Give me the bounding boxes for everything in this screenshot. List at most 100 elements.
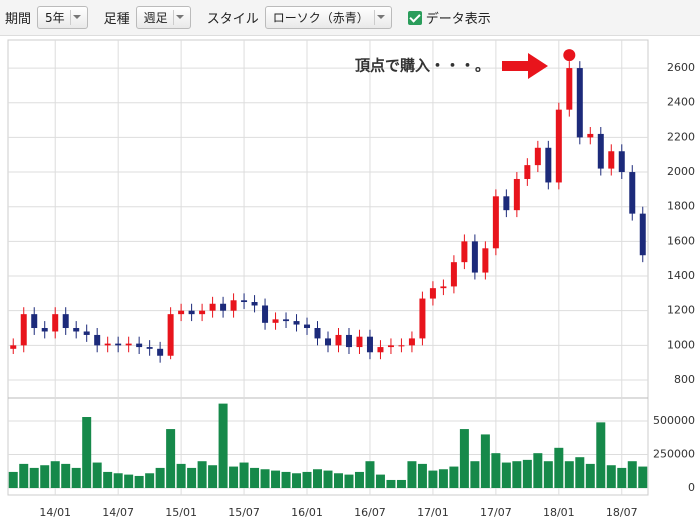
volume-bar xyxy=(627,461,637,488)
candle-body xyxy=(220,303,227,311)
candle-body xyxy=(387,345,394,348)
candle-body xyxy=(419,298,426,339)
candle-body xyxy=(555,109,562,183)
volume-bar xyxy=(155,467,165,488)
y-tick-label: 1600 xyxy=(667,234,695,247)
volume-bar xyxy=(40,465,50,488)
volume-bar xyxy=(82,417,92,488)
y-tick-label: 800 xyxy=(674,373,695,386)
candle-body xyxy=(450,262,457,287)
candle-body xyxy=(188,310,195,315)
y-tick-label: 1400 xyxy=(667,269,695,282)
volume-bar xyxy=(407,461,417,488)
y2-tick-label: 250000 xyxy=(653,448,695,461)
volume-bar xyxy=(417,463,427,488)
volume-bar xyxy=(449,466,459,488)
candle-body xyxy=(52,314,59,332)
volume-bar xyxy=(470,461,480,488)
label: スタイル xyxy=(206,12,259,27)
volume-bar xyxy=(61,463,71,488)
volume-bar xyxy=(606,465,616,488)
volume-bar xyxy=(596,422,606,488)
volume-bar xyxy=(92,462,102,488)
candle-body xyxy=(545,147,552,183)
volume-bar xyxy=(459,429,469,488)
volume-bar xyxy=(333,473,343,488)
candle-body xyxy=(94,334,101,346)
candle-body xyxy=(83,331,90,335)
annotation: 頂点で購入・・・。 xyxy=(355,57,490,75)
period-select[interactable]: 5年 xyxy=(37,6,88,29)
candle-body xyxy=(199,310,206,315)
candle-body xyxy=(524,165,531,179)
candle-body xyxy=(639,213,646,256)
label: 足種 xyxy=(103,12,130,27)
volume-bar xyxy=(365,461,375,488)
volume-bar xyxy=(29,467,39,488)
candle-body xyxy=(408,338,415,346)
y-tick-label: 1000 xyxy=(667,338,695,351)
arrow xyxy=(502,53,548,79)
y2-tick-label: 0 xyxy=(688,481,695,494)
candle-body xyxy=(597,133,604,169)
checkbox-label[interactable]: データ表示 xyxy=(425,12,491,27)
x-tick-label: 14/01 xyxy=(39,506,71,519)
candle-body xyxy=(492,196,499,249)
volume-bar xyxy=(103,471,113,488)
y-tick-label: 2600 xyxy=(667,61,695,74)
candle-body xyxy=(566,68,573,110)
candle-body xyxy=(503,196,510,211)
candle-body xyxy=(534,147,541,166)
volume-bar xyxy=(197,461,207,488)
volume-bar xyxy=(124,474,134,488)
x-tick-label: 16/01 xyxy=(291,506,323,519)
x-tick-label: 18/01 xyxy=(543,506,575,519)
x-tick-label: 16/07 xyxy=(354,506,386,519)
volume-bar xyxy=(501,462,511,488)
candle-body xyxy=(209,303,216,311)
candle-body xyxy=(608,151,615,169)
label: 期間 xyxy=(5,12,32,27)
volume-bar xyxy=(239,462,249,488)
volume-bar xyxy=(71,467,81,488)
volume-bar xyxy=(19,463,29,488)
volume-bar xyxy=(281,471,291,488)
candle-body xyxy=(461,241,468,263)
x-tick-label: 14/07 xyxy=(102,506,134,519)
volume-bar xyxy=(302,471,312,488)
volume-bar xyxy=(344,474,354,488)
candle-body xyxy=(136,343,143,348)
volume-bar xyxy=(113,473,123,488)
candle-body xyxy=(272,319,279,323)
volume-bar xyxy=(176,463,186,488)
checkbox[interactable] xyxy=(407,10,422,25)
candle-body xyxy=(125,343,132,346)
candle-body xyxy=(513,178,520,211)
candle-body xyxy=(178,310,185,315)
bar-select[interactable]: 週足 xyxy=(135,6,191,29)
style-select[interactable]: ローソク（赤青） xyxy=(264,6,392,29)
volume-bar xyxy=(438,469,448,488)
volume-bar xyxy=(166,429,176,488)
y2-tick-label: 500000 xyxy=(653,414,695,427)
y-tick-label: 2400 xyxy=(667,96,695,109)
candle-body xyxy=(618,151,625,173)
candle-body xyxy=(356,336,363,348)
candle-body xyxy=(104,343,111,346)
candle-body xyxy=(31,314,38,329)
peak-marker xyxy=(563,49,576,62)
volume-bar xyxy=(512,461,522,488)
volume-bar xyxy=(575,457,585,488)
candle-body xyxy=(20,314,27,346)
y-tick-label: 2000 xyxy=(667,165,695,178)
candle-body xyxy=(41,328,48,332)
volume-bar xyxy=(491,453,501,488)
volume-bar xyxy=(480,434,490,488)
candle-body xyxy=(345,334,352,348)
candle-body xyxy=(576,68,583,138)
candle-body xyxy=(366,336,373,353)
y-tick-label: 2200 xyxy=(667,130,695,143)
volume-bar xyxy=(543,461,553,488)
volume-bar xyxy=(375,474,385,488)
